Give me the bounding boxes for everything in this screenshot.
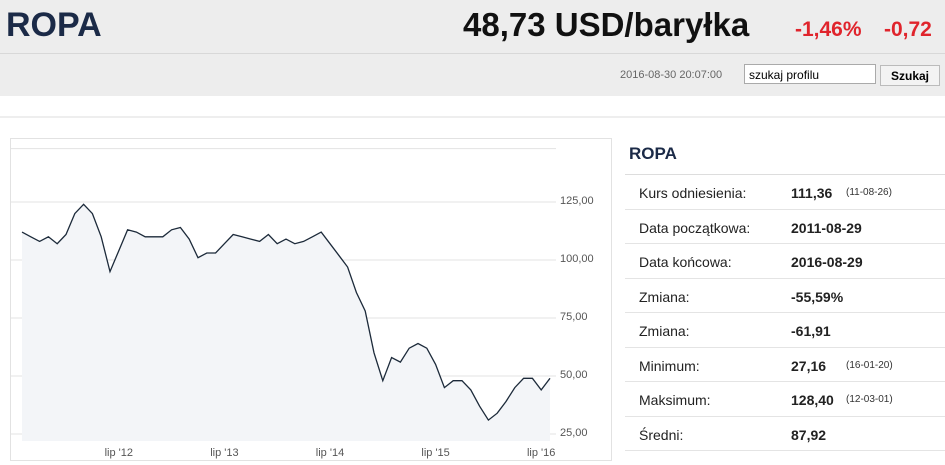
- timestamp: 2016-08-30 20:07:00: [620, 69, 723, 81]
- x-tick-label: lip '12: [105, 447, 133, 459]
- row-note: (16-01-20): [846, 359, 893, 371]
- y-tick-label: 25,00: [560, 427, 588, 439]
- row-label: Zmiana:: [639, 288, 690, 305]
- row-value: 87,92: [791, 426, 827, 443]
- y-tick-label: 75,00: [560, 311, 588, 323]
- x-tick-label: lip '15: [421, 447, 449, 459]
- price-line: [21, 203, 551, 422]
- row-value: -61,91: [791, 323, 831, 339]
- x-tick-label: lip '13: [210, 447, 238, 459]
- price: 48,73 USD/baryłka: [463, 6, 750, 43]
- header-title: ROPA: [6, 6, 102, 44]
- row-value: 111,36: [791, 185, 833, 201]
- row-note: (12-03-01): [846, 394, 893, 405]
- chart-panel: 25,00 50,00 75,00 100,00 125,00 lip '12 lip '1…: [10, 138, 612, 461]
- x-tick-label: lip '14: [316, 447, 344, 459]
- stats-row: Minimum: 27,16 (16-01-20): [625, 348, 945, 382]
- search-button[interactable]: Szukaj: [880, 65, 940, 86]
- row-value: -55,59%: [791, 288, 844, 305]
- stats-table: Kurs odniesienia: 111,36 (11-08-26) Data po…: [625, 175, 945, 451]
- row-label: Kurs odniesienia:: [639, 185, 747, 201]
- row-label: Zmiana:: [639, 323, 690, 339]
- stats-row: Maksimum: 128,40 (12-03-01): [625, 382, 945, 417]
- row-value: 2016-08-29: [791, 254, 863, 270]
- row-label: Maksimum:: [639, 392, 711, 408]
- header: ROPA 48,73 USD/baryłka -1,46% -0,72 2016…: [0, 0, 945, 96]
- row-label: Minimum:: [639, 357, 700, 374]
- chart: 25,00 50,00 75,00 100,00 125,00 lip '12 lip '1…: [11, 148, 594, 459]
- search-input[interactable]: szukaj profilu: [744, 64, 876, 84]
- panel-title: ROPA: [625, 138, 945, 175]
- y-tick-label: 50,00: [560, 369, 588, 381]
- row-label: Data końcowa:: [639, 254, 732, 270]
- row-label: Średni:: [639, 426, 684, 443]
- row-value: 27,16: [791, 357, 827, 374]
- x-tick-label: lip '16: [527, 447, 555, 459]
- change-pct: -1,46%: [795, 18, 862, 41]
- change-abs: -0,72: [884, 18, 932, 41]
- y-tick-label: 100,00: [560, 253, 594, 265]
- row-value: 128,40: [791, 392, 834, 408]
- row-label: Data początkowa:: [639, 219, 751, 236]
- area-fill: [22, 204, 550, 441]
- stats-row: Średni: 87,92: [625, 417, 945, 451]
- stats-row: Zmiana: -61,91: [625, 313, 945, 348]
- stats-row: Data końcowa: 2016-08-29: [625, 244, 945, 279]
- row-note: (11-08-26): [846, 187, 892, 198]
- stats-panel: ROPA Kurs odniesienia: 111,36 (11-08-26) Da…: [625, 138, 945, 451]
- y-tick-label: 125,00: [560, 195, 594, 207]
- stats-row: Kurs odniesienia: 111,36 (11-08-26): [625, 175, 945, 210]
- row-value: 2011-08-29: [791, 219, 862, 236]
- stats-row: Zmiana: -55,59%: [625, 279, 945, 313]
- divider: [0, 116, 945, 118]
- divider: [0, 53, 945, 54]
- stats-row: Data początkowa: 2011-08-29: [625, 210, 945, 244]
